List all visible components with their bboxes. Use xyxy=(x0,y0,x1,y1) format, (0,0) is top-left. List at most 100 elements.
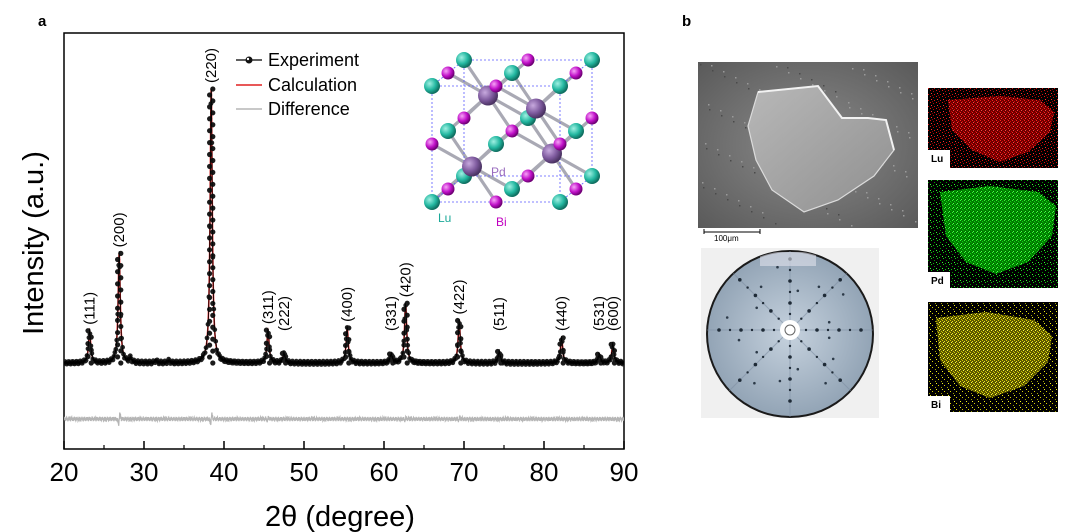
experiment-point xyxy=(118,287,124,293)
atom-bi xyxy=(569,182,583,196)
x-tick-label: 70 xyxy=(450,457,479,487)
sem-speckle xyxy=(720,110,722,112)
sem-speckle xyxy=(876,80,878,82)
laue-spot xyxy=(761,301,765,305)
sem-speckle xyxy=(900,92,902,94)
experiment-point xyxy=(207,330,213,336)
xrd-chart: 20 30 40 50 60 70 80 90 Intensity (a.u.) 2θ (de… xyxy=(18,32,638,532)
sem-speckle xyxy=(700,64,702,66)
laue-spot xyxy=(769,347,773,351)
legend-label-experiment: Experiment xyxy=(268,50,359,70)
sem-speckle xyxy=(867,197,869,199)
crystal-structure-inset: Pd Lu Bi xyxy=(424,52,600,229)
laue-spot xyxy=(831,357,835,361)
laue-spot xyxy=(761,355,765,359)
experiment-point xyxy=(207,199,213,205)
sem-speckle xyxy=(824,90,826,92)
sem-speckle xyxy=(750,206,752,208)
sem-speckle xyxy=(887,81,889,83)
atom-lu xyxy=(552,194,568,210)
laue-spot xyxy=(753,293,758,298)
sem-speckle xyxy=(915,221,917,223)
sem-speckle xyxy=(894,170,896,172)
peak-labels: (111) (200) (220) (311) (222) (400) (331)(420)… xyxy=(82,48,622,331)
experiment-point xyxy=(557,341,563,347)
sem-speckle xyxy=(748,88,750,90)
sem-speckle xyxy=(751,211,753,213)
panel-b: 100μm Lu Pd xyxy=(698,62,1058,418)
sem-speckle xyxy=(893,165,895,167)
experiment-point xyxy=(207,175,213,181)
experiment-point xyxy=(404,360,410,366)
atom-bi xyxy=(521,169,535,183)
legend-label-difference: Difference xyxy=(268,99,350,119)
sem-speckle xyxy=(827,213,829,215)
laue-pattern-image xyxy=(701,248,879,418)
laue-spot xyxy=(831,286,834,289)
sem-speckle xyxy=(848,102,850,104)
experiment-point xyxy=(207,354,213,360)
laue-spot xyxy=(824,381,827,385)
peak-label: (200) xyxy=(111,212,128,247)
sem-speckle xyxy=(741,161,743,163)
sem-scale-bar-label: 100μm xyxy=(714,234,739,243)
x-axis-ticks xyxy=(63,441,625,449)
sem-speckle xyxy=(709,109,711,111)
laue-spot xyxy=(777,340,780,343)
experiment-point xyxy=(346,360,352,366)
sem-speckle xyxy=(835,91,837,93)
sem-speckle xyxy=(714,188,716,190)
sem-speckle xyxy=(703,187,705,189)
atom-lu xyxy=(552,78,568,94)
sem-speckle xyxy=(823,85,825,87)
sem-speckle xyxy=(732,116,734,118)
laue-spot xyxy=(728,328,732,332)
x-axis-title: 2θ (degree) xyxy=(265,501,415,532)
laue-spot xyxy=(800,317,803,320)
atom-lu xyxy=(504,181,520,197)
sem-speckle xyxy=(899,87,901,89)
laue-spot xyxy=(750,328,754,332)
experiment-point xyxy=(207,342,213,348)
experiment-series-line xyxy=(64,89,624,367)
laue-spot xyxy=(753,362,758,367)
sem-speckle xyxy=(864,74,866,76)
sem-speckle xyxy=(763,217,765,219)
laue-spot xyxy=(769,309,773,313)
sem-speckle xyxy=(860,108,862,110)
x-tick-label: 60 xyxy=(370,457,399,487)
sem-speckle xyxy=(905,171,907,173)
panel-letter-a: a xyxy=(38,13,47,30)
experiment-point xyxy=(210,169,216,175)
laue-spot xyxy=(822,362,827,367)
sem-speckle xyxy=(838,214,840,216)
experiment-point xyxy=(207,187,213,193)
sem-speckle xyxy=(738,200,740,202)
sem-speckle xyxy=(878,198,880,200)
legend-item-calculation: Calculation xyxy=(236,75,357,95)
peak-label: (600) xyxy=(605,296,622,331)
chart-legend: Experiment Calculation Difference xyxy=(236,50,359,119)
laue-spot xyxy=(838,278,842,282)
panel-letter-b: b xyxy=(682,13,691,30)
laue-spot xyxy=(788,355,792,359)
eds-label-pd: Pd xyxy=(931,276,944,287)
sem-speckle xyxy=(849,107,851,109)
laue-spot xyxy=(831,371,834,374)
laue-spot xyxy=(800,340,803,343)
laue-spot xyxy=(788,312,792,316)
sem-speckle xyxy=(762,212,764,214)
laue-spot xyxy=(817,285,821,289)
atom-lu xyxy=(504,65,520,81)
experiment-point xyxy=(210,205,216,211)
experiment-point xyxy=(455,330,461,336)
laue-spot xyxy=(788,268,792,272)
laue-spot xyxy=(807,309,811,313)
sem-speckle xyxy=(715,193,717,195)
atom-bi xyxy=(585,111,599,125)
sem-speckle xyxy=(729,155,731,157)
experiment-point xyxy=(118,275,124,281)
atom-lu xyxy=(488,136,504,152)
difference-series-line xyxy=(64,412,624,426)
laue-spot xyxy=(807,347,811,351)
